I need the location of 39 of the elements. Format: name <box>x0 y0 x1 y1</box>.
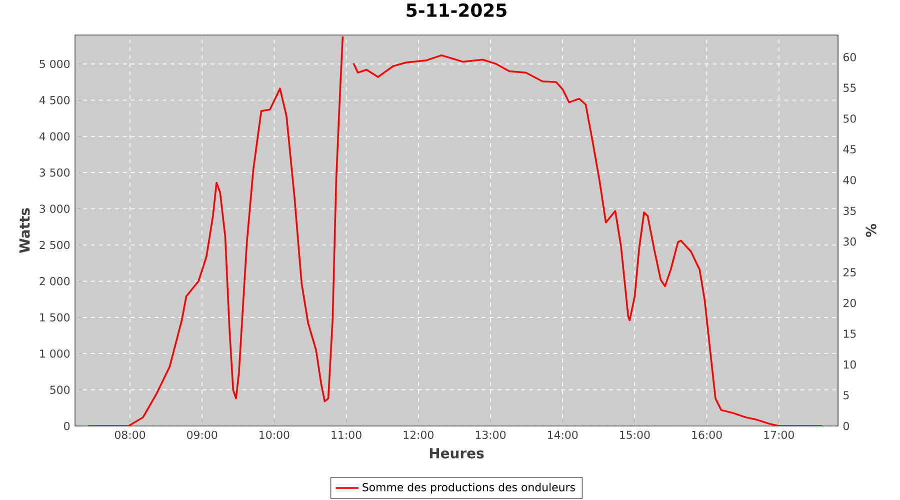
x-tick-label: 14:00 <box>548 430 578 439</box>
y2-tick-label: 20 <box>844 298 856 308</box>
x-tick-label: 13:00 <box>476 430 506 439</box>
x-tick-label: 10:00 <box>260 430 290 439</box>
x-tick-label: 16:00 <box>692 430 722 439</box>
y2-tick-label: 60 <box>843 52 856 62</box>
y-tick-label: 3 000 <box>40 204 70 213</box>
y2-tick-label: 45 <box>843 145 856 154</box>
y2-tick-label: 40 <box>843 176 856 184</box>
chart-title: 5-11-2025 <box>406 3 506 17</box>
y-axis-title: Watts <box>19 208 30 254</box>
x-tick-label: 09:00 <box>187 430 218 439</box>
y-tick-label: 5 000 <box>40 60 70 68</box>
y-tick-label: 2 500 <box>40 240 70 250</box>
x-tick-label: 08:00 <box>114 430 146 439</box>
y2-tick-label: 25 <box>844 268 856 276</box>
y2-axis-title: % <box>866 224 876 238</box>
y-tick-label: 500 <box>50 386 70 394</box>
y-tick-label: 1 500 <box>40 313 70 322</box>
x-axis-title: Heures <box>430 448 484 458</box>
y-tick-label: 0 <box>64 422 70 430</box>
legend-label: Somme des productions des onduleurs <box>362 482 575 494</box>
x-tick-label: 11:00 <box>332 430 362 439</box>
y-tick-label: 2 000 <box>40 277 70 286</box>
y2-tick-label: 35 <box>844 206 856 215</box>
y-tick-label: 4 500 <box>39 96 70 104</box>
y-tick-label: 3 500 <box>40 168 70 177</box>
y2-tick-label: 5 <box>844 391 849 400</box>
y-tick-label: 4 000 <box>39 132 70 141</box>
y-tick-label: 1 000 <box>40 349 70 358</box>
y2-tick-label: 50 <box>844 114 856 123</box>
y2-tick-label: 55 <box>844 84 856 92</box>
y2-tick-label: 10 <box>844 360 856 369</box>
y2-tick-label: 30 <box>844 237 856 246</box>
y2-tick-label: 15 <box>844 330 856 338</box>
y2-tick-label: 0 <box>843 422 849 430</box>
x-tick-label: 12:00 <box>404 430 434 439</box>
x-tick-label: 15:00 <box>620 430 650 439</box>
x-tick-label: 17:00 <box>764 430 794 439</box>
